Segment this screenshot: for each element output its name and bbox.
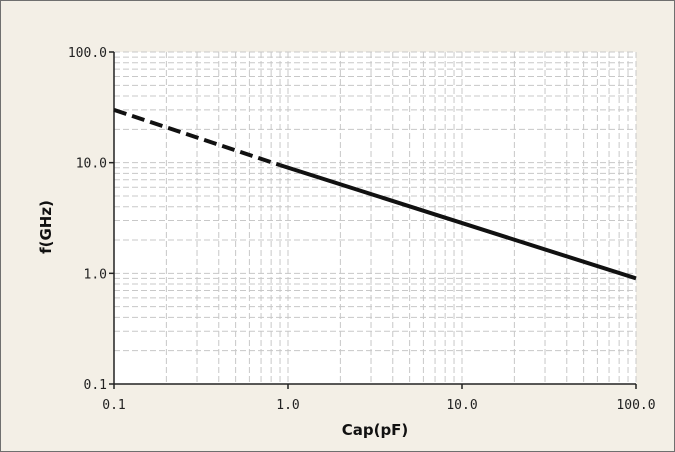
x-axis-title: Cap(pF) xyxy=(342,421,409,439)
y-tick-label: 10.0 xyxy=(76,157,107,172)
axes xyxy=(109,51,637,389)
grid xyxy=(114,51,637,384)
y-tick-label: 0.1 xyxy=(84,378,107,393)
tick-labels: 0.1 1.0 10.0 100.0 0.1 1.0 10.0 100.0 xyxy=(68,46,656,413)
y-axis-title: f(GHz) xyxy=(37,200,55,254)
x-tick-label: 10.0 xyxy=(446,398,477,413)
y-tick-label: 1.0 xyxy=(84,267,107,282)
x-tick-label: 1.0 xyxy=(276,398,299,413)
series-line-dashed xyxy=(113,107,281,168)
series-line-solid xyxy=(279,163,637,281)
plot-area xyxy=(114,52,636,384)
x-tick-label: 0.1 xyxy=(102,398,125,413)
x-tick-label: 100.0 xyxy=(616,398,655,413)
y-tick-label: 100.0 xyxy=(68,46,107,61)
series xyxy=(113,107,637,281)
